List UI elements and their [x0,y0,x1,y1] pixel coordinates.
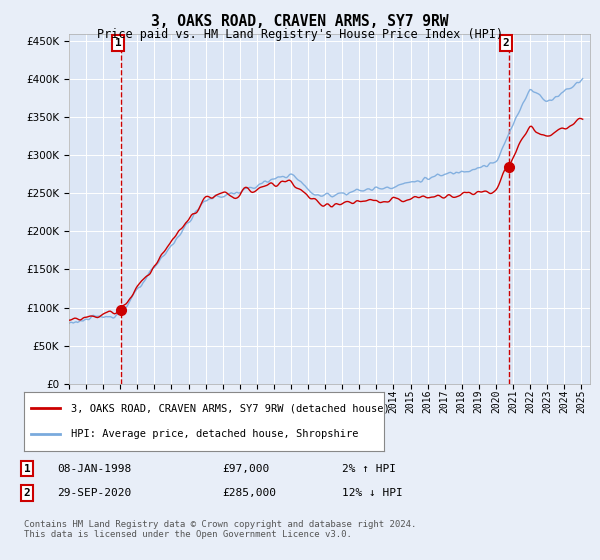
Text: 2: 2 [503,38,509,48]
Text: 08-JAN-1998: 08-JAN-1998 [57,464,131,474]
Text: £97,000: £97,000 [222,464,269,474]
Text: 12% ↓ HPI: 12% ↓ HPI [342,488,403,498]
Text: £285,000: £285,000 [222,488,276,498]
Text: 29-SEP-2020: 29-SEP-2020 [57,488,131,498]
Text: 2: 2 [23,488,31,498]
Text: HPI: Average price, detached house, Shropshire: HPI: Average price, detached house, Shro… [71,430,358,440]
Text: 1: 1 [115,38,122,48]
Text: Contains HM Land Registry data © Crown copyright and database right 2024.
This d: Contains HM Land Registry data © Crown c… [24,520,416,539]
Text: 3, OAKS ROAD, CRAVEN ARMS, SY7 9RW: 3, OAKS ROAD, CRAVEN ARMS, SY7 9RW [151,14,449,29]
Text: 2% ↑ HPI: 2% ↑ HPI [342,464,396,474]
Text: Price paid vs. HM Land Registry's House Price Index (HPI): Price paid vs. HM Land Registry's House … [97,28,503,41]
Text: 1: 1 [23,464,31,474]
Text: 3, OAKS ROAD, CRAVEN ARMS, SY7 9RW (detached house): 3, OAKS ROAD, CRAVEN ARMS, SY7 9RW (deta… [71,403,389,413]
